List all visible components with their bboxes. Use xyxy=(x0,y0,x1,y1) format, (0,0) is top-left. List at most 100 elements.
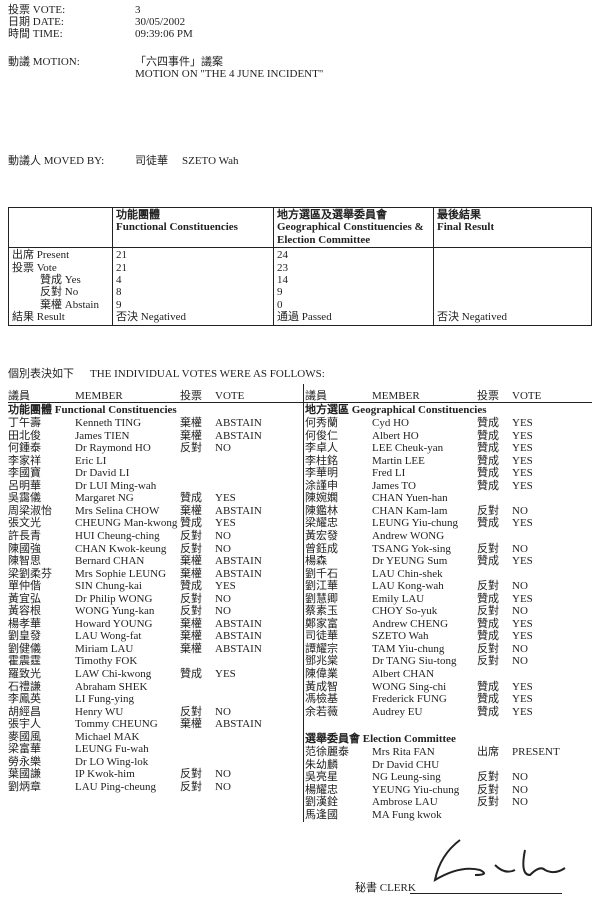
member-vote-row: 麥國風 Michael MAK xyxy=(0,731,600,743)
summary-gc-value: 0 xyxy=(277,298,283,311)
member-vote-row: 李鳳英 LI Fung-ying xyxy=(0,693,600,705)
member-vote-row: 楊耀忠 YEUNG Yiu-chung 反對 NO xyxy=(0,784,600,796)
moved-by-label: 動議人 MOVED BY: xyxy=(8,155,105,167)
summary-row-label: 結果 Result xyxy=(12,311,65,324)
member-vote-row: 何秀蘭 Cyd HO 贊成 YES xyxy=(0,417,600,429)
member-vote-row: 劉江華 LAU Kong-wah 反對 NO xyxy=(0,580,600,592)
member-name-en: MA Fung kwok xyxy=(372,808,442,821)
member-vote-row: 劉健儀 Miriam LAU 棄權 ABSTAIN xyxy=(0,643,600,655)
vote-cn: 贊成 xyxy=(477,693,499,706)
member-name-cn: 張文光 xyxy=(8,517,41,530)
vote-cn: 贊成 xyxy=(477,705,499,718)
member-name-en: NG Leung-sing xyxy=(372,771,441,784)
vote-en: PRESENT xyxy=(512,746,560,758)
summary-final-values: 否決 Negatived xyxy=(433,247,592,326)
summary-final-value xyxy=(437,299,588,311)
individual-votes-intro-cn: 個別表決如下 xyxy=(8,368,74,380)
summary-final-value xyxy=(437,286,588,298)
vote-cn: 贊成 xyxy=(477,417,499,429)
member-name-cn: 楊耀忠 xyxy=(305,783,338,796)
member-vote-row: 周梁淑怡 Mrs Selina CHOW 棄權 ABSTAIN xyxy=(0,505,600,517)
vote-cn: 棄權 xyxy=(180,630,202,643)
vote-en: ABSTAIN xyxy=(215,429,262,442)
member-vote-row: 劉炳章 LAU Ping-cheung 反對 NO xyxy=(0,781,600,793)
vote-en: NO xyxy=(512,504,528,517)
vote-cn: 反對 xyxy=(180,768,202,781)
member-name-cn: 陳鑑林 xyxy=(305,504,338,517)
vote-en: ABSTAIN xyxy=(215,567,262,580)
summary-col-final-cn: 最後結果 xyxy=(437,209,481,221)
member-name-cn: 單仲偕 xyxy=(8,580,41,593)
member-vote-row: 田北俊 James TIEN 棄權 ABSTAIN xyxy=(0,430,600,442)
vote-cn: 反對 xyxy=(477,796,499,809)
summary-final-value xyxy=(437,262,588,274)
vote-en: YES xyxy=(512,680,533,693)
vote-cn: 贊成 xyxy=(477,680,499,693)
vote-cn: 棄權 xyxy=(180,429,202,442)
fc-section-heading: 功能團體 Functional Constituencies xyxy=(8,404,177,416)
summary-fc-value: 4 xyxy=(116,274,122,287)
member-name-en: YEUNG Yiu-chung xyxy=(372,783,460,796)
member-name-en: Frederick FUNG xyxy=(372,693,447,706)
vote-en: ABSTAIN xyxy=(215,642,262,655)
member-name-en: LEE Cheuk-yan xyxy=(372,442,444,455)
member-vote-row: 陳智思 Bernard CHAN 棄權 ABSTAIN xyxy=(0,555,600,567)
individual-votes-intro-en: THE INDIVIDUAL VOTES WERE AS FOLLOWS: xyxy=(90,368,325,380)
member-vote-row: 朱幼麟 Dr David CHU xyxy=(0,759,600,771)
vote-en: NO xyxy=(512,642,528,655)
vote-cn: 贊成 xyxy=(477,617,499,630)
member-name-en: Dr LUI Ming-wah xyxy=(75,479,157,492)
member-name-en: SZETO Wah xyxy=(372,630,429,643)
member-name-cn: 劉健儀 xyxy=(8,642,41,655)
member-name-en: CHAN Kam-lam xyxy=(372,504,448,517)
vote-en: NO xyxy=(512,542,528,555)
member-name-en: James TIEN xyxy=(75,429,130,442)
summary-final-value xyxy=(437,249,588,261)
member-vote-row: 單仲偕 SIN Chung-kai 贊成 YES xyxy=(0,580,600,592)
member-name-en: Bernard CHAN xyxy=(75,555,145,568)
member-name-en: Dr David CHU xyxy=(372,758,440,771)
vote-en: YES xyxy=(215,580,236,593)
vote-en: ABSTAIN xyxy=(215,630,262,643)
vote-en: YES xyxy=(215,517,236,530)
member-name-cn: 葉國謙 xyxy=(8,768,41,781)
member-name-en: CHOY So-yuk xyxy=(372,605,438,618)
member-name-en: HUI Cheung-ching xyxy=(75,529,160,542)
member-name-cn: 涂謹申 xyxy=(305,479,338,492)
member-name-en: Albert HO xyxy=(372,429,419,442)
member-name-en: Ambrose LAU xyxy=(372,796,438,809)
member-name-cn: 吳靄儀 xyxy=(8,492,41,505)
member-name-cn: 黃宜弘 xyxy=(8,592,41,605)
member-name-cn: 黃成智 xyxy=(305,680,338,693)
vote-cn: 反對 xyxy=(477,783,499,796)
member-vote-row: 陳國強 CHAN Kwok-keung 反對 NO xyxy=(0,543,600,555)
member-name-cn: 李卓人 xyxy=(305,442,338,455)
member-name-cn: 勞永樂 xyxy=(8,755,41,768)
vote-en: YES xyxy=(512,555,533,568)
vote-cn: 反對 xyxy=(477,605,499,618)
member-name-cn: 石禮謙 xyxy=(8,680,41,693)
member-name-en: Howard YOUNG xyxy=(75,617,153,630)
member-name-cn: 何俊仁 xyxy=(305,429,338,442)
vote-cn: 出席 xyxy=(477,746,499,758)
member-name-cn: 劉漢銓 xyxy=(305,796,338,809)
vote-en: NO xyxy=(512,783,528,796)
member-name-en: Timothy FOK xyxy=(75,655,138,668)
member-vote-row: 陳偉業 Albert CHAN xyxy=(0,668,600,680)
member-name-cn: 李柱銘 xyxy=(305,454,338,467)
member-name-cn: 李家祥 xyxy=(8,454,41,467)
summary-fc-value: 否決 Negatived xyxy=(116,311,186,324)
member-name-en: LAU Chin-shek xyxy=(372,567,443,580)
vote-cn: 反對 xyxy=(477,771,499,784)
member-name-cn: 劉炳章 xyxy=(8,780,41,793)
member-name-cn: 吳亮星 xyxy=(305,771,338,784)
member-name-en: Mrs Sophie LEUNG xyxy=(75,567,167,580)
member-name-en: LI Fung-ying xyxy=(75,693,134,706)
summary-row-label: 贊成 Yes xyxy=(40,274,81,287)
member-name-en: Albert CHAN xyxy=(372,668,435,680)
member-name-en: TAM Yiu-chung xyxy=(372,642,445,655)
summary-gc-values: 24 23 14 9 0 通過 Passed xyxy=(273,247,434,326)
vote-cn: 反對 xyxy=(180,705,202,718)
vote-en: NO xyxy=(215,605,231,618)
member-name-en: LAU Wong-fat xyxy=(75,630,142,643)
